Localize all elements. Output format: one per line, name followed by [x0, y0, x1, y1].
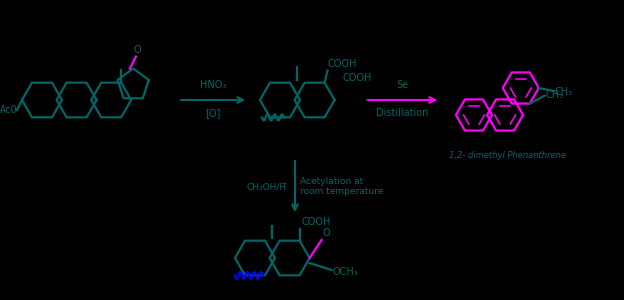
Text: Distillation: Distillation — [376, 108, 429, 118]
Text: OCH₃: OCH₃ — [333, 267, 358, 277]
Text: COOH: COOH — [301, 217, 331, 226]
Text: Acetylation at
room temperature: Acetylation at room temperature — [300, 177, 383, 196]
Text: CH₃: CH₃ — [546, 90, 564, 100]
Text: O: O — [133, 45, 141, 55]
Text: COOH: COOH — [343, 73, 372, 82]
Text: [O]: [O] — [205, 108, 221, 118]
Text: O: O — [323, 228, 330, 238]
Text: 1,2- dimethyl Phenanthrene: 1,2- dimethyl Phenanthrene — [449, 151, 566, 160]
Text: HNO₃: HNO₃ — [200, 80, 226, 90]
Text: COOH: COOH — [328, 58, 357, 69]
Text: CH₃: CH₃ — [555, 87, 573, 97]
Text: CH₃OH/H̅: CH₃OH/H̅ — [247, 182, 287, 191]
Text: AcO: AcO — [0, 105, 17, 115]
Text: Se: Se — [396, 80, 409, 90]
